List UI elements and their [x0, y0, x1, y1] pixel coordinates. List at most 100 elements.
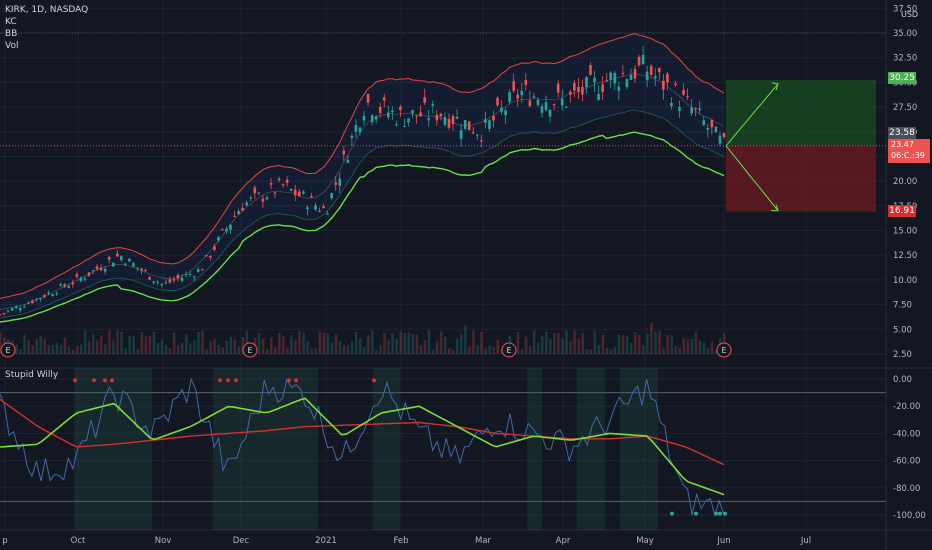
candle-body [552, 104, 556, 106]
volume-bar [387, 340, 390, 354]
volume-bar [108, 330, 111, 354]
volume-bar [557, 332, 560, 354]
candle-body [188, 273, 192, 275]
time-tick-label: Oct [71, 536, 86, 546]
volume-bar [148, 335, 152, 354]
candle-body [605, 80, 609, 82]
candle-body [124, 263, 127, 265]
candle-body [95, 266, 99, 270]
keltner-upper [0, 33, 725, 299]
candle-body [47, 292, 50, 294]
volume-bar [290, 335, 293, 354]
candle-body [43, 295, 46, 298]
indicator-kc[interactable]: KC [5, 17, 17, 27]
volume-bar [83, 330, 87, 354]
volume-bar [205, 349, 208, 354]
volume-bar [310, 348, 313, 354]
volume-bar [545, 331, 548, 354]
candle-body [140, 268, 143, 271]
volume-bar [225, 340, 229, 354]
stop-arrow-head [771, 204, 779, 212]
volume-bar [609, 349, 613, 354]
candle-body [399, 106, 402, 111]
candle-body [560, 98, 564, 106]
volume-bar [0, 332, 2, 354]
volume-bar [27, 340, 30, 354]
volume-bar [241, 337, 245, 354]
volume-bar [577, 338, 580, 354]
indicator-bb[interactable]: BB [5, 29, 18, 39]
time-tick-label: Mar [475, 536, 492, 546]
volume-bar [100, 335, 103, 354]
keltner-lower [0, 109, 725, 319]
candle-body [585, 77, 588, 88]
volume-bar [642, 344, 645, 354]
volume-bar [128, 335, 131, 354]
volume-bar [363, 347, 366, 354]
candle-body [601, 84, 604, 92]
candle-body [536, 99, 540, 105]
candle-body [528, 100, 532, 107]
candle-body [249, 197, 253, 199]
candle-body [237, 210, 240, 215]
candle-body [649, 65, 653, 75]
volume-bar [638, 335, 641, 354]
candle-body [2, 313, 6, 315]
keltner-fill [0, 33, 724, 318]
candle-body [156, 281, 160, 283]
stop-arrow [725, 145, 779, 211]
candle-body [148, 276, 151, 280]
candle-body [217, 237, 220, 241]
candle-body [714, 126, 718, 133]
candle-body [269, 183, 273, 185]
volume-bar [19, 349, 22, 354]
price-tick-label: 2.50 [893, 350, 912, 360]
overbought-dot [73, 378, 77, 383]
candle-body [455, 116, 459, 119]
candle-body [431, 104, 435, 106]
time-tick-label: May [636, 536, 654, 546]
candle-body [160, 283, 164, 285]
volume-bar [601, 334, 605, 354]
volume-bar [650, 323, 653, 354]
volume-bar [257, 333, 261, 354]
volume-bar [447, 348, 451, 354]
volume-bar [698, 340, 702, 354]
volume-bar [658, 330, 661, 354]
candle-body [79, 277, 83, 282]
candle-body [710, 119, 714, 128]
candle-body [67, 286, 71, 288]
overbought-dot [110, 378, 114, 383]
candle-body [63, 284, 67, 287]
candle-body [257, 192, 261, 194]
candle-body [706, 128, 710, 130]
stop-zone [726, 145, 876, 212]
candle-body [314, 205, 317, 210]
osc-tick-label: -20.00 [893, 402, 920, 412]
candle-body [569, 91, 572, 95]
candle-body [306, 207, 309, 210]
volume-bar [468, 346, 471, 354]
osc-tick-label: -60.00 [893, 457, 920, 467]
volume-bar [670, 335, 673, 354]
volume-bar [593, 331, 597, 354]
oversold-dot [670, 511, 674, 516]
candle-body [480, 140, 483, 142]
current-price-tag: 23.47 06:C.:39 [888, 139, 930, 163]
volume-bar [152, 331, 156, 354]
candle-body [27, 302, 30, 304]
indicator-vol[interactable]: Vol [5, 41, 19, 51]
candle-body [172, 279, 176, 281]
price-tick-label: 20.00 [893, 177, 917, 187]
candle-body [609, 72, 613, 80]
candle-body [645, 71, 649, 81]
candle-body [196, 269, 200, 272]
candle-body [540, 106, 544, 113]
volume-bar [160, 339, 164, 354]
volume-bar [682, 338, 686, 354]
candle-body [589, 65, 592, 75]
candle-body [289, 188, 293, 191]
candle-body [233, 215, 236, 217]
volume-bar [314, 347, 317, 354]
